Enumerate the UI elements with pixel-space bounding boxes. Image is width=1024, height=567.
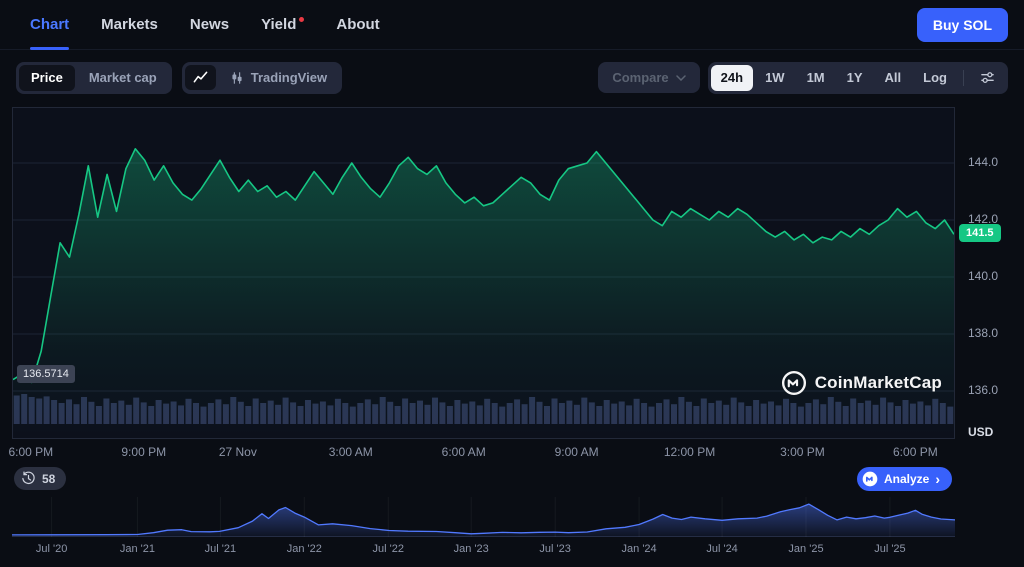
history-x-label: Jan '23 [453, 542, 489, 555]
x-axis-label: 6:00 PM [8, 444, 54, 459]
tab-markets[interactable]: Markets [101, 0, 158, 49]
price-chart: 136.5714 CoinMarketCap 144.0 142.0 140.0 13… [12, 106, 1012, 439]
current-price-badge: 141.5 [959, 223, 1001, 242]
chart-action-row: 58 Analyze › [14, 466, 1010, 491]
tab-about-label: About [336, 16, 380, 33]
tab-news-label: News [189, 16, 230, 33]
history-x-label: Jan '24 [621, 542, 657, 555]
tab-yield[interactable]: Yield [261, 0, 305, 49]
tab-news[interactable]: News [190, 0, 229, 49]
y-axis: 144.0 142.0 140.0 138.0 136.0 USD [961, 107, 1016, 439]
analyze-label: Analyze [883, 471, 930, 486]
history-x-label: Jul '23 [539, 542, 571, 555]
compare-label: Compare [612, 70, 669, 86]
history-x-axis: Jul '20 Jan '21 Jul '21 Jan '22 Jul '22 Jan '… [12, 543, 955, 559]
history-x-label: Jan '25 [788, 542, 824, 555]
history-x-label: Jul '22 [372, 542, 404, 555]
x-axis: 6:00 PM 9:00 PM 27 Nov 3:00 AM 6:00 AM 9:00 A… [8, 444, 955, 463]
history-x-label: Jul '25 [874, 542, 906, 555]
history-x-label: Jul '20 [35, 542, 68, 555]
compare-dropdown[interactable]: Compare [598, 62, 700, 94]
divider [963, 69, 964, 86]
tab-chart[interactable]: Chart [30, 0, 70, 50]
history-x-label: Jul '21 [204, 542, 237, 555]
toolbar-right: Compare 24h 1W 1M 1Y All Log [598, 62, 1008, 94]
x-axis-label: 9:00 AM [554, 444, 599, 459]
price-line-chart [13, 147, 954, 438]
coinmarketcap-logo-icon [781, 370, 806, 395]
coinmarketcap-icon [862, 471, 878, 486]
x-axis-label: 6:00 AM [441, 444, 486, 459]
candlestick-icon [232, 72, 242, 84]
open-price-label: 136.5714 [17, 365, 75, 384]
nav-tabs: Chart Markets News Yield About [30, 0, 380, 50]
chart-type-toggle: TradingView [181, 62, 343, 94]
watermark-label: CoinMarketCap [814, 372, 942, 392]
time-range-selector: 24h 1W 1M 1Y All Log [707, 62, 1008, 94]
range-24h[interactable]: 24h [710, 65, 754, 91]
history-mini-chart [12, 496, 955, 537]
sliders-icon [981, 72, 994, 84]
y-axis-label: 138.0 [968, 325, 999, 340]
price-marketcap-toggle: Price Market cap [16, 62, 172, 94]
tab-yield-label: Yield [261, 16, 297, 33]
range-all[interactable]: All [875, 65, 912, 91]
notification-dot [299, 17, 305, 22]
history-count: 58 [42, 471, 56, 486]
buy-sol-button[interactable]: Buy SOL [916, 7, 1008, 42]
tab-markets-label: Markets [101, 16, 158, 33]
tab-chart-label: Chart [30, 16, 70, 33]
history-x-label: Jan '22 [286, 542, 322, 555]
x-axis-label: 3:00 PM [780, 444, 825, 459]
x-axis-label: 27 Nov [218, 444, 257, 459]
analyze-button[interactable]: Analyze › [856, 466, 952, 491]
top-navigation: Chart Markets News Yield About Buy SOL [0, 0, 1024, 50]
history-x-label: Jan '21 [119, 542, 155, 555]
y-axis-label: 144.0 [968, 154, 999, 169]
chevron-right-icon: › [935, 470, 940, 487]
x-axis-label: 6:00 PM [893, 444, 938, 459]
x-axis-label: 3:00 AM [328, 444, 373, 459]
x-axis-label: 9:00 PM [121, 444, 167, 459]
coinmarketcap-watermark: CoinMarketCap [781, 370, 942, 396]
tradingview-toggle[interactable]: TradingView [218, 65, 339, 91]
log-scale-toggle[interactable]: Log [913, 65, 957, 91]
market-cap-toggle[interactable]: Market cap [77, 65, 169, 91]
y-axis-unit: USD [968, 424, 994, 439]
history-range-selector[interactable] [12, 496, 955, 537]
x-axis-label: 12:00 PM [663, 444, 716, 459]
tab-about[interactable]: About [336, 0, 379, 49]
history-icon [22, 471, 35, 485]
tradingview-label: TradingView [250, 70, 328, 85]
line-chart-toggle[interactable] [184, 65, 216, 91]
chevron-down-icon [675, 75, 686, 81]
chart-toolbar: Price Market cap TradingView Compare 24h… [0, 50, 1024, 106]
chart-plot-area[interactable]: 136.5714 CoinMarketCap [12, 106, 955, 439]
range-1y[interactable]: 1Y [837, 65, 873, 91]
history-button[interactable]: 58 [14, 467, 67, 491]
line-chart-icon [193, 71, 208, 83]
range-1w[interactable]: 1W [755, 65, 795, 91]
y-axis-label: 136.0 [968, 382, 999, 397]
history-x-label: Jul '24 [706, 542, 738, 555]
y-axis-label: 142.0 [968, 211, 999, 226]
chart-settings-button[interactable] [970, 65, 1005, 90]
y-axis-label: 140.0 [968, 268, 999, 283]
price-toggle[interactable]: Price [19, 65, 75, 91]
range-1m[interactable]: 1M [797, 65, 835, 91]
